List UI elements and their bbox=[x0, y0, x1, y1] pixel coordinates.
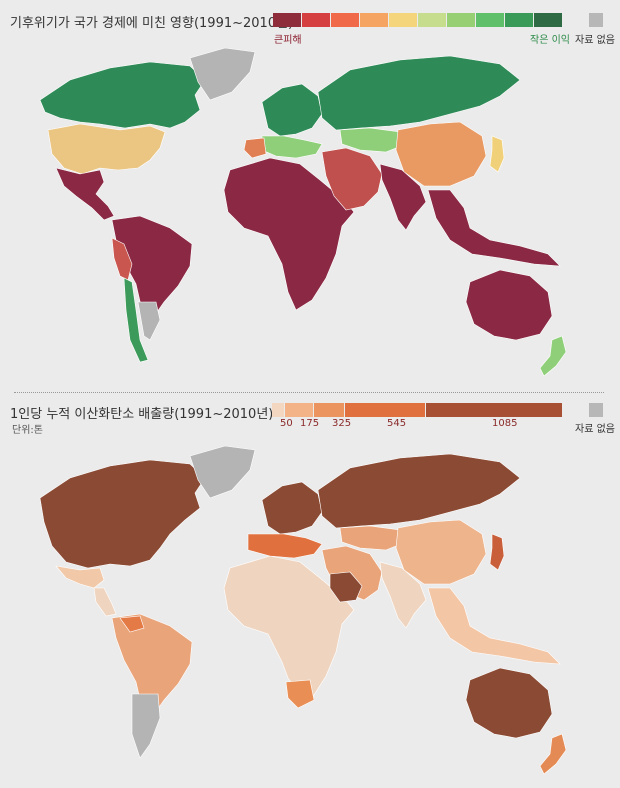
map-region-north-america bbox=[39, 459, 206, 569]
impact-legend-swatch-8 bbox=[476, 13, 504, 27]
map-region-russia bbox=[317, 453, 521, 529]
map-region-central-america bbox=[93, 587, 117, 617]
map-region-china bbox=[395, 519, 487, 585]
map-region-china bbox=[395, 121, 487, 187]
map-region-southeast-asia bbox=[427, 189, 561, 267]
impact-legend-nodata-swatch bbox=[589, 13, 603, 27]
map-region-chile bbox=[123, 277, 149, 363]
impact-world-map bbox=[39, 47, 567, 377]
impact-legend-swatch-3 bbox=[331, 13, 359, 27]
impact-map-title: 기후위기가 국가 경제에 미친 영향(1991~2010년) bbox=[10, 16, 294, 31]
map-region-russia bbox=[317, 55, 521, 131]
map-region-australia bbox=[465, 269, 553, 341]
impact-legend-swatch-6 bbox=[418, 13, 446, 27]
map-region-argentina-south bbox=[131, 693, 161, 759]
map-region-mexico bbox=[55, 565, 105, 589]
map-region-india bbox=[379, 561, 427, 629]
map-region-iberia bbox=[243, 137, 267, 159]
map-region-mexico bbox=[55, 167, 115, 221]
emissions-legend-tick-3: 325 bbox=[332, 418, 352, 429]
emissions-legend-scale bbox=[272, 403, 563, 417]
map-region-africa bbox=[223, 555, 355, 699]
map-region-new-zealand bbox=[539, 733, 567, 775]
impact-legend-nodata-label: 자료 없음 bbox=[575, 35, 615, 46]
map-region-saudi bbox=[329, 571, 363, 603]
map-region-patagonia bbox=[137, 301, 161, 341]
emissions-legend-tick-2: 175 bbox=[300, 418, 320, 429]
emissions-world-map bbox=[39, 445, 567, 775]
impact-legend-benefit-label: 작은 이익 bbox=[530, 35, 570, 46]
map-region-usa bbox=[47, 123, 166, 175]
emissions-legend-tick-5: 1085 bbox=[492, 418, 518, 429]
impact-map-panel: 기후위기가 국가 경제에 미친 영향(1991~2010년) 큰피해 작은 이익… bbox=[0, 0, 620, 392]
emissions-legend-nodata-label: 자료 없음 bbox=[575, 424, 615, 435]
impact-legend-swatch-10 bbox=[534, 13, 562, 27]
map-region-venezuela bbox=[119, 615, 145, 633]
impact-legend-damage-label: 큰피해 bbox=[274, 35, 302, 46]
map-region-africa bbox=[223, 157, 355, 311]
map-region-greenland bbox=[189, 445, 256, 499]
emissions-legend-tick-1: 50 bbox=[280, 418, 293, 429]
map-region-canada bbox=[39, 61, 206, 129]
emissions-legend-swatch-2 bbox=[285, 403, 313, 417]
emissions-map-title: 1인당 누적 이산화탄소 배출량(1991~2010년) bbox=[10, 407, 274, 422]
map-region-australia bbox=[465, 667, 553, 739]
map-region-europe bbox=[261, 481, 323, 535]
impact-legend-swatch-1 bbox=[273, 13, 301, 27]
map-region-south-america bbox=[111, 613, 193, 721]
map-region-europe-south bbox=[261, 135, 323, 159]
map-region-greenland bbox=[189, 47, 256, 101]
map-region-japan bbox=[489, 533, 505, 571]
impact-legend-swatch-7 bbox=[447, 13, 475, 27]
emissions-map-unit: 단위:톤 bbox=[12, 425, 43, 436]
emissions-legend-tick-4: 545 bbox=[387, 418, 407, 429]
map-region-japan bbox=[489, 135, 505, 173]
map-region-southeast-asia bbox=[427, 587, 561, 665]
impact-legend-scale bbox=[273, 13, 563, 27]
impact-legend-swatch-5 bbox=[389, 13, 417, 27]
emissions-legend-swatch-5 bbox=[426, 403, 562, 417]
impact-legend-swatch-9 bbox=[505, 13, 533, 27]
map-region-new-zealand bbox=[539, 335, 567, 377]
emissions-legend-swatch-1 bbox=[272, 403, 284, 417]
map-region-europe-north bbox=[261, 83, 323, 137]
emissions-legend-nodata-swatch bbox=[589, 403, 603, 417]
impact-legend-swatch-2 bbox=[302, 13, 330, 27]
impact-legend-swatch-4 bbox=[360, 13, 388, 27]
map-region-south-africa bbox=[285, 679, 315, 709]
emissions-legend-swatch-3 bbox=[314, 403, 344, 417]
map-region-middle-east bbox=[321, 147, 383, 211]
map-region-south-asia bbox=[379, 163, 427, 231]
emissions-map-panel: 1인당 누적 이산화탄소 배출량(1991~2010년) 단위:톤 50 175 3… bbox=[0, 394, 620, 788]
emissions-legend-swatch-4 bbox=[345, 403, 425, 417]
map-region-europe-mid bbox=[247, 533, 323, 559]
panel-separator bbox=[14, 392, 604, 393]
